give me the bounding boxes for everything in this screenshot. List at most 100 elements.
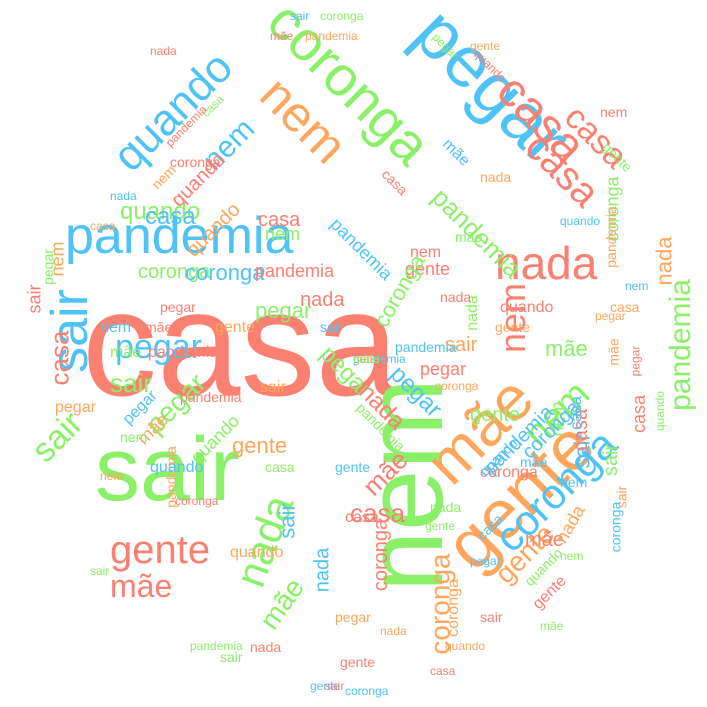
cloud-word: casa bbox=[90, 219, 116, 233]
cloud-word: nem bbox=[410, 244, 442, 261]
cloud-word: mãe bbox=[110, 568, 173, 604]
cloud-word: mãe bbox=[545, 336, 588, 361]
cloud-word: nada bbox=[150, 44, 177, 58]
cloud-word: gente bbox=[110, 528, 211, 572]
cloud-word: pegar bbox=[160, 299, 196, 315]
cloud-word: nem bbox=[100, 319, 132, 336]
cloud-word: nem bbox=[120, 429, 148, 445]
cloud-word: nem bbox=[560, 549, 584, 563]
cloud-word: coronga bbox=[170, 154, 221, 170]
cloud-word: pegar bbox=[335, 609, 371, 625]
cloud-word: casa bbox=[258, 209, 301, 231]
cloud-word: casa bbox=[610, 299, 640, 315]
cloud-word: coronga bbox=[480, 464, 538, 481]
cloud-word: sair bbox=[325, 679, 345, 693]
cloud-word: coronga bbox=[435, 379, 479, 393]
cloud-word: coronga bbox=[320, 9, 364, 23]
cloud-word: gente bbox=[310, 679, 341, 693]
cloud-word: nada bbox=[380, 624, 407, 638]
cloud-word: pegar bbox=[115, 328, 202, 366]
cloud-word: coronga bbox=[444, 579, 462, 637]
cloud-word: casa bbox=[350, 498, 405, 528]
cloud-word: mãe bbox=[605, 338, 622, 366]
cloud-word: sair bbox=[320, 319, 343, 335]
cloud-word: mãe bbox=[270, 29, 294, 43]
cloud-word: gente bbox=[470, 404, 521, 426]
cloud-word: pandemia bbox=[353, 352, 406, 366]
cloud-word: nada bbox=[311, 547, 334, 593]
cloud-word: gente bbox=[232, 433, 288, 458]
cloud-word: pegar bbox=[470, 554, 501, 568]
cloud-word: quando bbox=[120, 198, 201, 225]
cloud-word: coronga bbox=[607, 501, 624, 553]
cloud-word: nem bbox=[100, 469, 124, 483]
cloud-word: coronga bbox=[138, 261, 211, 283]
cloud-word: mãe bbox=[438, 135, 473, 170]
cloud-word: casa bbox=[430, 664, 456, 678]
cloud-word: nem bbox=[492, 282, 534, 354]
cloud-word: sair bbox=[110, 368, 152, 398]
cloud-word: casa bbox=[265, 459, 295, 475]
cloud-word: pandemia bbox=[255, 261, 335, 281]
cloud-word: pegar bbox=[420, 359, 467, 379]
cloud-word: nada bbox=[353, 352, 380, 366]
cloud-word: sair bbox=[613, 485, 630, 509]
cloud-word: sair bbox=[445, 334, 478, 356]
cloud-word: quando bbox=[150, 459, 204, 476]
cloud-word: quando bbox=[230, 544, 284, 561]
cloud-word: nada bbox=[440, 289, 472, 305]
cloud-word: sair bbox=[260, 379, 286, 396]
cloud-word: pegar bbox=[55, 399, 96, 416]
cloud-word: nada bbox=[250, 639, 282, 655]
cloud-word: mãe bbox=[455, 229, 483, 245]
cloud-word: nada bbox=[651, 236, 677, 286]
cloud-word: coronga bbox=[370, 518, 393, 592]
cloud-word: mãe bbox=[540, 619, 564, 633]
cloud-word: sair bbox=[480, 609, 503, 625]
cloud-word: nem bbox=[560, 474, 588, 490]
cloud-word: nada bbox=[495, 237, 598, 289]
cloud-word: nem bbox=[625, 279, 649, 293]
cloud-word: gente bbox=[340, 654, 376, 670]
cloud-word: sair bbox=[95, 420, 241, 520]
cloud-word: quando bbox=[445, 639, 486, 653]
cloud-word: gente bbox=[335, 459, 371, 475]
cloud-word: casa bbox=[82, 259, 399, 427]
cloud-word: pegar bbox=[628, 345, 643, 377]
cloud-word: pandemia bbox=[395, 339, 457, 355]
cloud-word: pandemia bbox=[190, 639, 243, 653]
cloud-word: casa bbox=[145, 203, 196, 230]
cloud-word: sair bbox=[24, 284, 45, 314]
cloud-word: sair bbox=[600, 443, 623, 477]
cloud-word: gente bbox=[353, 352, 384, 366]
cloud-word: pandemia bbox=[65, 207, 294, 265]
cloud-word: nem bbox=[600, 104, 628, 120]
cloud-word: nada bbox=[480, 169, 512, 185]
cloud-word: casa bbox=[567, 396, 585, 430]
cloud-word: pandemia bbox=[602, 206, 619, 268]
cloud-word: nada bbox=[110, 189, 137, 203]
cloud-word: mãe bbox=[520, 454, 548, 470]
cloud-word: pandemia bbox=[180, 389, 242, 405]
cloud-word: quando bbox=[653, 390, 668, 432]
cloud-word: gente bbox=[425, 519, 456, 533]
cloud-word: mãe bbox=[525, 529, 564, 551]
cloud-word: sair bbox=[220, 649, 243, 665]
cloud-word: quando bbox=[500, 299, 554, 316]
cloud-word: pegar bbox=[39, 249, 56, 285]
cloud-word: pandemia bbox=[663, 279, 697, 411]
cloud-word: sair bbox=[290, 9, 310, 23]
cloud-word: gente bbox=[405, 259, 451, 279]
cloud-word: pandemia bbox=[148, 344, 219, 361]
cloud-word: sair bbox=[274, 503, 300, 539]
cloud-word: nem bbox=[265, 224, 301, 244]
cloud-word: casa bbox=[629, 394, 650, 434]
cloud-word: sair bbox=[90, 564, 110, 578]
cloud-word: mãe bbox=[110, 344, 142, 361]
cloud-word: gente bbox=[495, 319, 531, 335]
cloud-word: nada bbox=[430, 499, 462, 515]
cloud-word: casa bbox=[44, 330, 75, 386]
cloud-word: nada bbox=[300, 289, 345, 311]
cloud-word: gente bbox=[470, 39, 501, 53]
